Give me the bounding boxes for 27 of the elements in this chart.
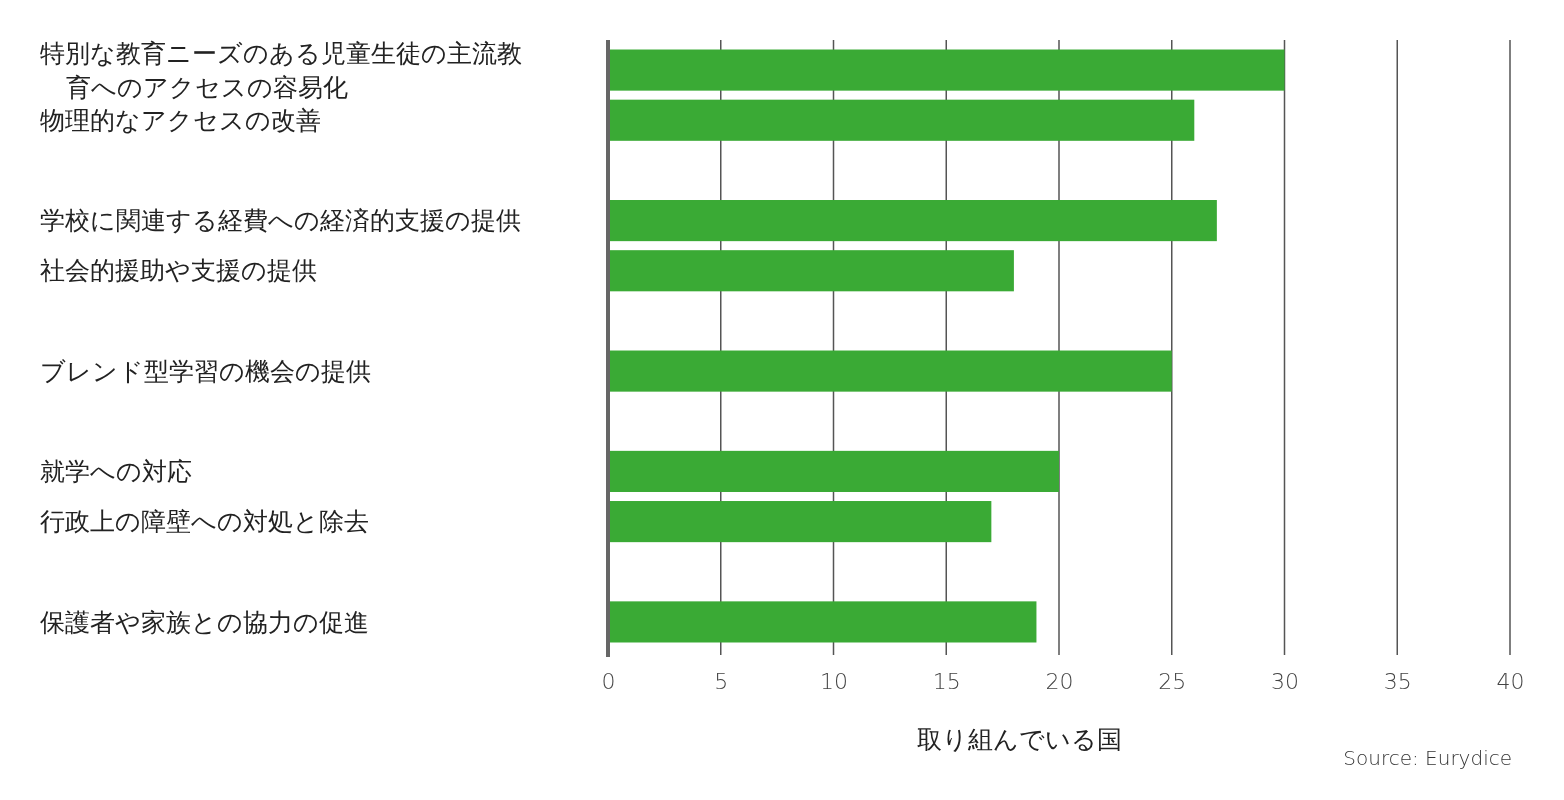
source-note: Source: Eurydice: [1343, 746, 1512, 770]
x-tick-label: 0: [601, 668, 616, 694]
x-tick-label: 20: [1045, 668, 1074, 694]
y-tick-label: 就学への対応: [40, 457, 192, 487]
y-tick-label: 特別な教育ニーズのある児童生徒の主流教育へのアクセスの容易化: [40, 38, 522, 102]
bar: [608, 350, 1172, 392]
bar: [608, 601, 1037, 643]
y-tick-label: 社会的援助や支援の提供: [40, 256, 317, 286]
x-axis-title: 取り組んでいる国: [916, 725, 1122, 754]
bar: [608, 450, 1059, 492]
x-tick-label: 5: [714, 668, 729, 694]
bar: [608, 501, 992, 543]
x-tick-label: 10: [820, 668, 848, 694]
x-tick-label: 30: [1271, 668, 1299, 694]
y-tick-label: 物理的なアクセスの改善: [40, 105, 321, 135]
y-tick-label: ブレンド型学習の機会の提供: [40, 356, 371, 386]
y-tick-label: 学校に関連する経費への経済的支援の提供: [40, 206, 521, 236]
x-tick-label: 40: [1496, 668, 1525, 694]
x-tick-label: 15: [932, 668, 961, 694]
y-tick-label: 保護者や家族との協力の促進: [40, 607, 369, 637]
bar: [608, 250, 1014, 292]
bar: [608, 49, 1285, 91]
y-tick-label: 行政上の障壁への対処と除去: [40, 507, 369, 537]
bar: [608, 99, 1195, 141]
x-tick-label: 25: [1158, 668, 1187, 694]
bar: [608, 200, 1217, 242]
x-tick-label: 35: [1383, 668, 1412, 694]
